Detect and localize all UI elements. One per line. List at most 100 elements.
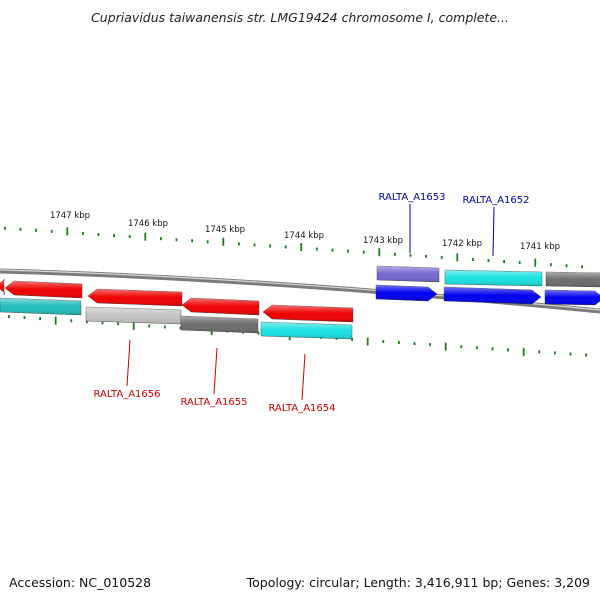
gene-feature-shading	[181, 316, 258, 333]
gene-feature-shading	[182, 298, 259, 315]
tick-label: 1746 kbp	[128, 219, 168, 229]
tick-mark	[476, 346, 478, 350]
gene-feature-shading	[88, 289, 182, 306]
tick-mark	[347, 249, 349, 253]
label-leader-line	[492, 206, 495, 257]
gene-feature-shading	[377, 266, 439, 282]
label-leader-line	[301, 353, 306, 401]
tick-mark	[331, 248, 334, 252]
tick-mark	[456, 253, 459, 262]
tick-mark	[269, 244, 271, 248]
tick-mark	[507, 348, 509, 352]
tick-mark	[503, 260, 505, 264]
tick-mark	[378, 248, 381, 257]
tick-mark	[19, 227, 22, 231]
tick-mark	[238, 242, 240, 246]
tick-mark	[113, 234, 115, 238]
tick-mark	[101, 321, 104, 325]
tick-mark	[518, 261, 521, 265]
tick-mark	[144, 232, 147, 241]
tick-label: 1741 kbp	[520, 242, 560, 252]
gene-label[interactable]: RALTA_A1656	[93, 389, 160, 400]
topology-label: Topology: circular; Length: 3,416,911 bp…	[246, 575, 590, 590]
tick-mark	[409, 253, 412, 257]
tick-mark	[362, 250, 365, 254]
tick-mark	[522, 347, 525, 356]
tick-mark	[206, 240, 209, 244]
tick-mark	[160, 237, 162, 241]
tick-mark	[222, 237, 225, 246]
tick-mark	[179, 326, 182, 330]
tick-mark	[569, 352, 572, 356]
tick-mark	[54, 316, 57, 325]
tick-mark	[491, 347, 494, 351]
gene-feature-shading	[376, 285, 437, 301]
gene-labels: RALTA_A1653 RALTA_A1652 RALTA_A1656 RALTA_A…	[93, 192, 529, 414]
tick-mark	[565, 264, 568, 268]
tick-labels: 1747 kbp 1746 kbp 1745 kbp 1744 kbp 1743 kbp…	[50, 211, 560, 252]
tick-mark	[487, 259, 490, 263]
tick-mark	[35, 228, 37, 232]
tick-mark	[534, 258, 537, 267]
tick-mark	[585, 353, 587, 357]
gene-label[interactable]: RALTA_A1655	[180, 397, 247, 408]
map-title: Cupriavidus taiwanensis str. LMG19424 ch…	[91, 10, 509, 25]
tick-mark	[97, 233, 100, 237]
gene-feature-shading	[0, 279, 5, 295]
tick-marks-outer	[4, 226, 583, 269]
tick-mark	[284, 245, 287, 249]
gene-feature-shading	[444, 287, 541, 304]
tick-mark	[429, 343, 431, 347]
gene-label[interactable]: RALTA_A1654	[268, 403, 335, 414]
gene-feature-shading	[86, 307, 181, 324]
label-leader-line	[126, 339, 131, 387]
gene-feature-shading	[5, 281, 82, 298]
tick-mark	[394, 252, 396, 256]
tick-label: 1742 kbp	[442, 239, 482, 249]
tick-mark	[66, 227, 69, 236]
label-leaders	[126, 204, 495, 401]
tick-mark	[50, 229, 53, 233]
tick-mark	[550, 263, 552, 267]
tick-label: 1743 kbp	[363, 236, 403, 246]
tick-mark	[132, 321, 135, 330]
tick-mark	[472, 257, 474, 261]
tick-mark	[425, 254, 427, 258]
tick-mark	[413, 342, 416, 346]
tick-label: 1745 kbp	[205, 225, 245, 235]
tick-mark	[117, 322, 119, 326]
gene-feature-shading	[0, 298, 81, 315]
gene-feature-shading	[545, 290, 600, 305]
tick-mark	[86, 320, 88, 324]
accession-label: Accession: NC_010528	[9, 575, 152, 590]
label-leader-line	[213, 347, 218, 395]
tick-mark	[253, 243, 256, 247]
tick-mark	[4, 226, 6, 230]
tick-mark	[440, 255, 443, 259]
tick-mark	[554, 351, 556, 355]
tick-mark	[460, 345, 463, 349]
tick-mark	[23, 316, 26, 320]
tick-mark	[398, 341, 400, 345]
tick-mark	[382, 339, 385, 343]
gene-label[interactable]: RALTA_A1652	[462, 195, 529, 206]
tick-mark	[316, 247, 318, 251]
gene-feature-shading	[546, 272, 600, 287]
tick-mark	[39, 317, 41, 321]
tick-mark	[8, 315, 10, 319]
tick-mark	[366, 337, 369, 346]
tick-mark	[148, 324, 151, 328]
tick-mark	[191, 239, 193, 243]
tick-mark	[538, 350, 541, 354]
tick-mark	[128, 235, 131, 239]
gene-feature-shading	[261, 322, 352, 339]
gene-feature-shading	[445, 270, 542, 286]
tick-mark	[351, 337, 353, 341]
tick-label: 1744 kbp	[284, 231, 324, 241]
gene-label[interactable]: RALTA_A1653	[378, 192, 445, 203]
tick-mark	[82, 231, 84, 235]
tick-mark	[300, 243, 303, 252]
gene-feature-shading	[263, 305, 353, 322]
tick-mark	[581, 265, 583, 269]
